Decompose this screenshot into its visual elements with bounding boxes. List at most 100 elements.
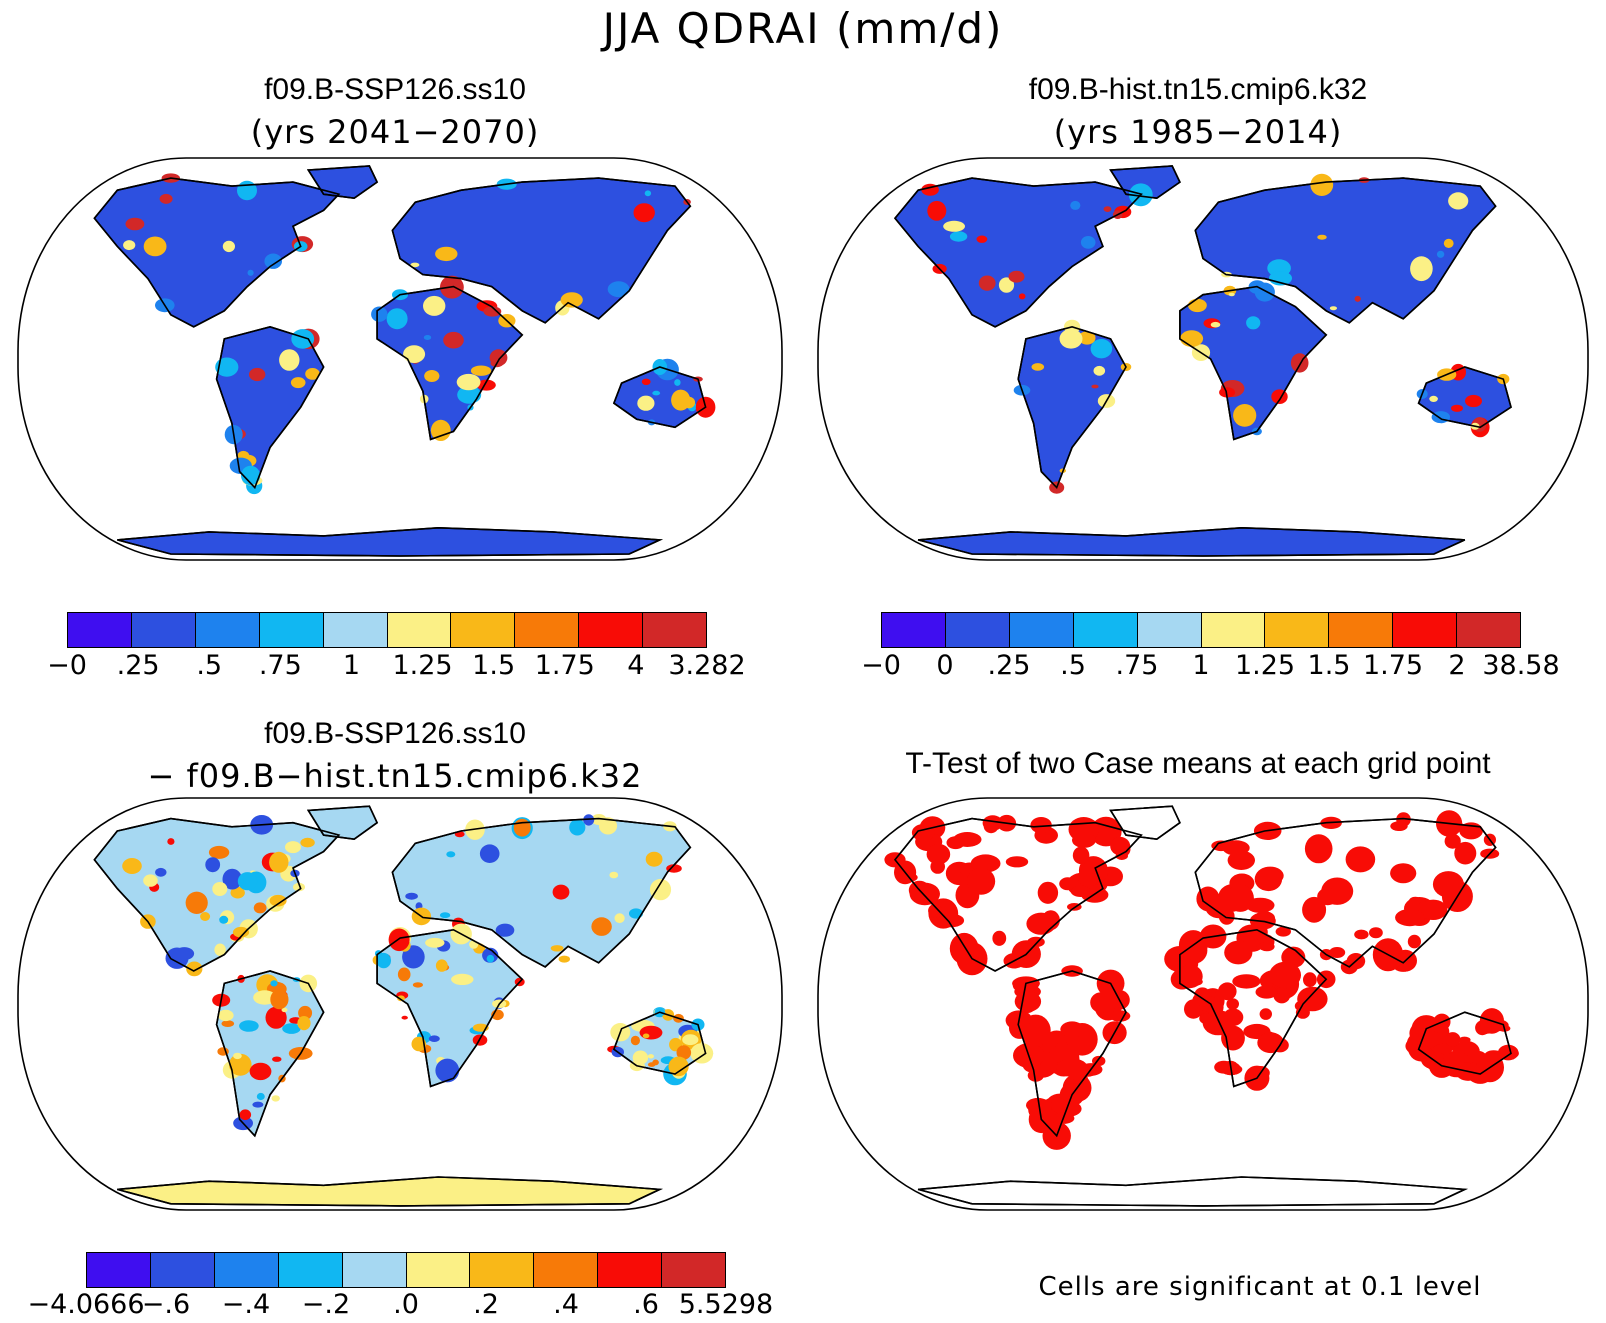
field-blob	[609, 871, 619, 879]
map-case2	[817, 157, 1589, 561]
field-blob	[405, 892, 418, 900]
field-blob	[1419, 899, 1448, 920]
field-blob	[1008, 270, 1025, 283]
field-blob	[271, 1095, 280, 1102]
field-blob	[1037, 881, 1059, 904]
colorbar-swatch	[1073, 613, 1138, 647]
field-blob	[443, 331, 464, 349]
colorbar-swatch	[323, 613, 388, 647]
field-blob	[205, 857, 221, 873]
field-blob	[297, 1016, 311, 1031]
coastline-eurasia	[391, 817, 692, 968]
colorbar-tick-label: 0	[936, 650, 954, 681]
field-blob	[642, 1033, 650, 1039]
field-blob	[423, 295, 446, 316]
field-blob	[376, 952, 392, 969]
colorbar-tick-label: 1.75	[534, 650, 595, 681]
landmass-northAmerica	[93, 177, 341, 328]
colorbar-tick-label: −.6	[141, 1289, 191, 1320]
field-blob	[639, 1025, 663, 1040]
field-blob	[272, 1056, 282, 1062]
field-blob	[960, 947, 979, 959]
coastline-australia	[1417, 1011, 1512, 1075]
field-blob	[1254, 867, 1283, 892]
field-blob	[1354, 929, 1369, 940]
field-blob	[629, 908, 643, 919]
colorbar-swatch	[662, 1253, 726, 1287]
field-blob	[1317, 234, 1327, 240]
panel-case2-subtitle: (yrs 1985−2014)	[1053, 113, 1343, 151]
field-blob	[1369, 927, 1383, 939]
colorbar-swatch	[131, 613, 196, 647]
coastline-africa	[1179, 928, 1328, 1088]
colorbar-tick-label: 1	[1192, 650, 1210, 681]
field-blob	[1317, 887, 1339, 906]
colorbar-tick-label: 1.5	[472, 650, 516, 681]
field-blob	[270, 980, 278, 987]
coastline-greenland	[1109, 805, 1181, 841]
field-blob	[300, 837, 315, 848]
colorbar-swatch	[68, 613, 132, 647]
field-blob	[1303, 972, 1317, 988]
field-blob	[1410, 256, 1433, 282]
field-blob	[1226, 884, 1254, 912]
field-blob	[1233, 404, 1257, 427]
field-blob	[495, 923, 515, 937]
field-blob	[998, 277, 1015, 293]
field-blob	[397, 967, 411, 982]
figure-title: JJA QDRAI (mm/d)	[602, 4, 1004, 53]
field-blob	[1269, 961, 1301, 989]
field-blob	[569, 819, 586, 836]
field-blob	[221, 1020, 235, 1027]
colorbar-tick-label: .5	[196, 650, 223, 681]
field-blob	[644, 190, 652, 197]
field-blob	[983, 819, 999, 834]
field-blob	[424, 370, 440, 382]
field-blob	[269, 851, 289, 873]
field-blob	[371, 306, 388, 322]
field-blob	[1020, 1014, 1051, 1047]
coastline-southAmerica	[215, 325, 325, 490]
colorbar-tick-label: 4	[627, 650, 645, 681]
panel-diff-subtitle: − f09.B−hist.tn15.cmip6.k32	[147, 757, 643, 795]
colorbar-swatch	[278, 1253, 343, 1287]
field-blob	[305, 368, 320, 380]
field-blob	[252, 1101, 264, 1108]
colorbar-swatch	[1201, 613, 1266, 647]
field-blob	[676, 1045, 692, 1060]
field-blob	[1395, 909, 1425, 927]
field-blob	[290, 377, 306, 389]
colorbar-tick-label: 5.5298	[678, 1289, 774, 1320]
landmass-northAmerica	[893, 177, 1143, 328]
colorbar-case1	[67, 612, 707, 648]
colorbar-swatch	[342, 1253, 407, 1287]
field-blob	[1354, 295, 1361, 302]
field-blob	[1232, 974, 1261, 989]
field-blob	[125, 217, 145, 231]
coastline-northAmerica	[893, 177, 1143, 328]
field-blob	[1396, 812, 1411, 827]
field-blob	[970, 854, 1001, 873]
field-blob	[552, 884, 570, 900]
field-blob	[1051, 1097, 1067, 1113]
field-blob	[230, 886, 245, 899]
colorbar-swatch	[534, 1253, 599, 1287]
coastline-eurasia	[1194, 177, 1497, 324]
colorbar-swatch	[1457, 613, 1521, 647]
field-blob	[256, 1092, 265, 1101]
colorbar-case1-ticks: −0 .25 .5 .75 1 1.25 1.5 1.75 4 3.282	[0, 650, 800, 690]
coastline-greenland	[1109, 165, 1181, 200]
field-blob	[558, 955, 570, 963]
colorbar-swatch	[259, 613, 324, 647]
field-blob	[451, 973, 474, 985]
field-blob	[1275, 926, 1291, 937]
map-diff	[17, 797, 783, 1211]
field-blob	[647, 1062, 656, 1067]
field-blob	[477, 379, 496, 391]
field-blob	[647, 1054, 655, 1059]
colorbar-swatch	[150, 1253, 215, 1287]
field-blob	[123, 240, 136, 251]
field-blob	[1014, 991, 1042, 1012]
colorbar-tick-label: 1.25	[1234, 650, 1296, 681]
colorbar-swatch	[87, 1253, 151, 1287]
